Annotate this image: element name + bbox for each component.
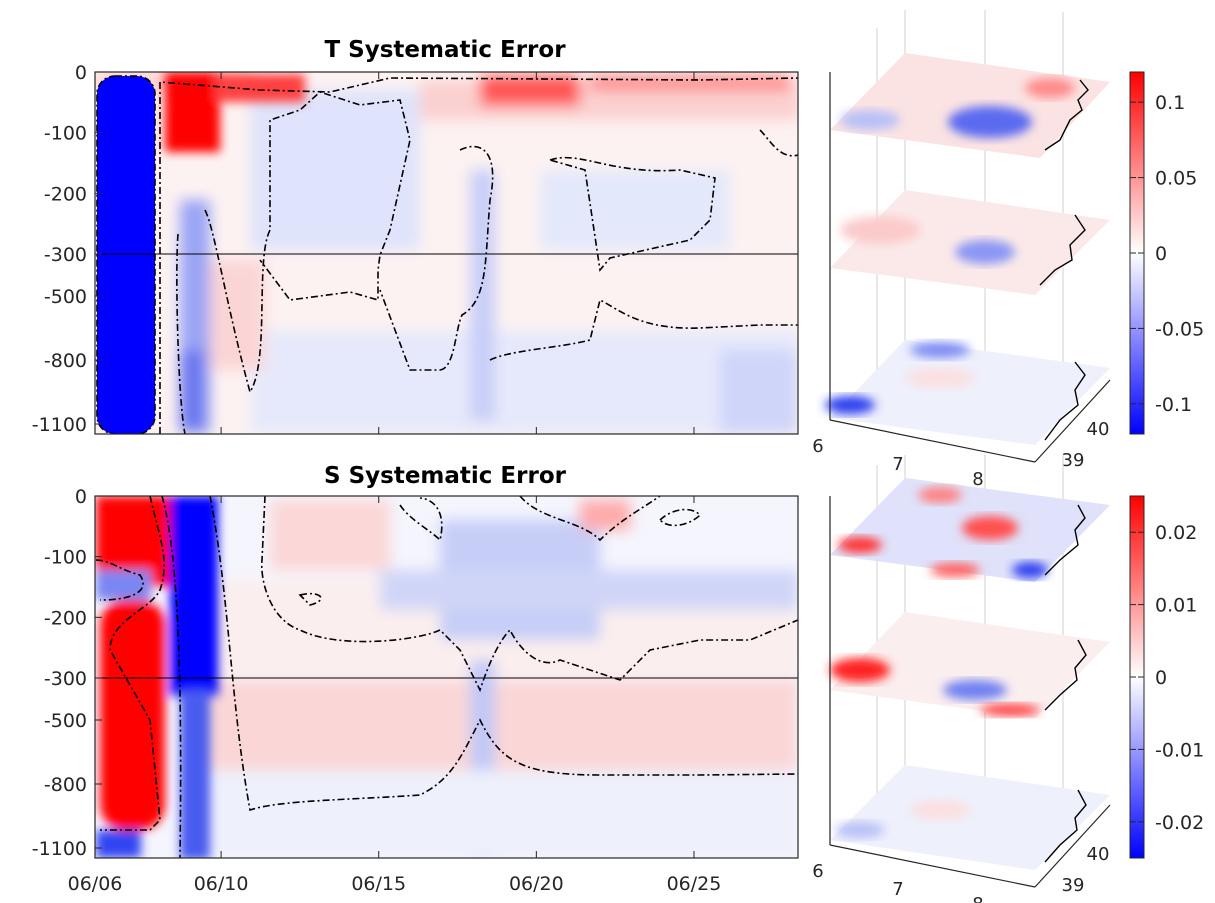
- s-heatmap: [95, 496, 798, 858]
- s-panel: S Systematic Error: [32, 463, 799, 895]
- t-y-tick-label: -800: [44, 350, 87, 372]
- s-colorbar: 0.02 0.01 0 -0.01 -0.02: [1129, 495, 1204, 859]
- map-lon-tick-label: 6: [812, 436, 823, 457]
- map-lat-tick-label: 39: [1062, 450, 1085, 471]
- s-x-tick-label: 06/10: [194, 873, 249, 895]
- s-colorbar-ticks: 0.02 0.01 0 -0.01 -0.02: [1130, 522, 1204, 834]
- t-colorbar-ticks: 0.1 0.05 0 -0.05 -0.1: [1130, 92, 1204, 416]
- t-layer-top: [830, 53, 1110, 158]
- s-3d-axes: [829, 496, 1111, 888]
- t-colorbar: 0.1 0.05 0 -0.05 -0.1: [1129, 71, 1204, 435]
- s-layer-bottom: [830, 765, 1110, 870]
- colorbar-tick-label: 0: [1155, 243, 1167, 265]
- s-y-tick-label: -800: [44, 774, 87, 796]
- s-x-tick-label: 06/06: [68, 873, 123, 895]
- map-lon-tick-label: 7: [892, 879, 903, 900]
- map-lon-tick-label: 8: [972, 469, 983, 490]
- t-y-tick-label: -100: [44, 123, 87, 145]
- s-y-tick-label: -300: [44, 668, 87, 690]
- s-x-tick-label: 06/20: [509, 873, 564, 895]
- map-lon-tick-label: 6: [812, 861, 823, 882]
- t-zero-contours: [159, 77, 798, 434]
- colorbar-tick-label: 0: [1155, 667, 1167, 689]
- t-x-axis: [94, 72, 695, 434]
- t-panel-title: T Systematic Error: [324, 37, 566, 63]
- t-y-tick-label: -1100: [32, 414, 87, 436]
- s-plot-frame: [94, 495, 799, 859]
- colorbar-tick-label: 0.1: [1155, 92, 1185, 114]
- t-plot-frame: [94, 71, 799, 435]
- s-y-tick-label: -200: [44, 607, 87, 629]
- map-lat-tick-label: 40: [1087, 844, 1110, 865]
- t-y-axis: 0 -100 -200 -300 -500 -800 -1100: [32, 62, 102, 436]
- colorbar-tick-label: -0.05: [1155, 318, 1204, 340]
- t-y-tick-label: -500: [44, 286, 87, 308]
- colorbar-tick-label: 0.01: [1155, 595, 1197, 617]
- map-lon-tick-label: 8: [972, 894, 983, 903]
- colorbar-tick-label: -0.1: [1155, 394, 1192, 416]
- s-x-axis: 06/06 06/10 06/15 06/20 06/25: [68, 496, 722, 895]
- t-layer-mid: [830, 190, 1110, 295]
- s-x-tick-label: 06/15: [351, 873, 406, 895]
- s-y-tick-label: -100: [44, 547, 87, 569]
- map-lat-tick-label: 40: [1087, 419, 1110, 440]
- s-y-tick-label: -500: [44, 710, 87, 732]
- t-heatmap: [96, 72, 798, 434]
- s-zero-contours: [95, 496, 798, 858]
- colorbar-tick-label: -0.01: [1155, 739, 1204, 761]
- s-y-tick-label: 0: [75, 486, 87, 508]
- t-y-tick-label: -300: [44, 244, 87, 266]
- colorbar-tick-label: 0.02: [1155, 522, 1197, 544]
- s-y-axis: 0 -100 -200 -300 -500 -800 -1100: [32, 486, 102, 860]
- t-panel: T Systematic Error: [32, 37, 799, 436]
- colorbar-tick-label: 0.05: [1155, 168, 1197, 190]
- map-lon-tick-label: 7: [892, 454, 903, 475]
- s-layer-top: [830, 478, 1110, 582]
- t-3d-axes: [829, 72, 1111, 463]
- t-y-tick-label: 0: [75, 62, 87, 84]
- map-lat-tick-label: 39: [1062, 875, 1085, 896]
- s-panel-title: S Systematic Error: [324, 463, 567, 489]
- t-layer-bottom: [825, 340, 1110, 445]
- t-y-tick-label: -200: [44, 183, 87, 205]
- s-layer-mid: [830, 612, 1110, 718]
- s-y-tick-label: -1100: [32, 838, 87, 860]
- colorbar-tick-label: -0.02: [1155, 812, 1204, 834]
- s-x-tick-label: 06/25: [667, 873, 722, 895]
